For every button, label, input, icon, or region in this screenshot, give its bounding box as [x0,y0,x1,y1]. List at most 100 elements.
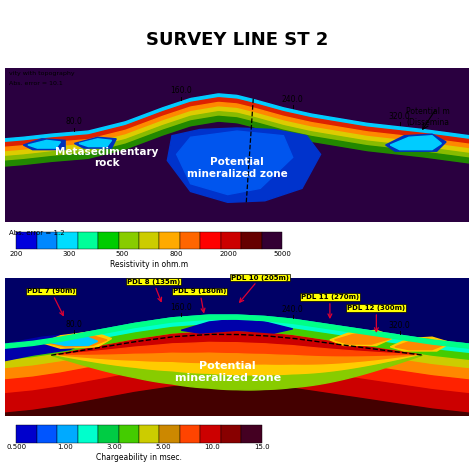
Text: 240.0: 240.0 [282,95,304,104]
Polygon shape [5,315,469,348]
Text: PDL 12 (300m): PDL 12 (300m) [347,305,405,332]
Polygon shape [5,102,469,152]
Bar [37,425,57,443]
Text: 300: 300 [63,251,76,257]
Polygon shape [23,139,65,150]
Polygon shape [167,128,320,202]
Polygon shape [5,98,469,147]
Bar [78,425,98,443]
Polygon shape [386,134,446,151]
Polygon shape [51,336,98,346]
Text: SURVEY LINE ST 2: SURVEY LINE ST 2 [146,31,328,49]
Polygon shape [330,330,395,346]
Text: 2000: 2000 [220,251,238,257]
Polygon shape [335,332,390,344]
Polygon shape [5,67,469,222]
Polygon shape [390,337,451,351]
Bar [159,232,180,249]
Bar [118,425,139,443]
Text: 160.0: 160.0 [170,86,192,95]
Text: 0.500: 0.500 [6,445,27,450]
Polygon shape [28,140,61,148]
Polygon shape [5,94,469,143]
Polygon shape [42,332,111,348]
Bar [221,425,241,443]
Polygon shape [5,315,469,416]
Bar [221,232,241,249]
Text: Resistivity in ohm.m: Resistivity in ohm.m [110,260,188,269]
Polygon shape [74,137,116,148]
Text: PDL 10 (205m): PDL 10 (205m) [231,274,289,302]
Bar [57,232,78,249]
Polygon shape [5,107,469,156]
Text: PDL 9 (180m): PDL 9 (180m) [173,288,227,312]
Polygon shape [5,384,469,416]
Text: Chargeability in msec.: Chargeability in msec. [96,453,182,462]
Bar [37,232,57,249]
Text: Metasedimentary
rock: Metasedimentary rock [55,146,159,168]
Polygon shape [5,319,469,354]
Text: 80.0: 80.0 [66,117,83,126]
Bar [201,232,221,249]
Polygon shape [5,340,469,380]
Polygon shape [177,131,293,195]
Bar [159,425,180,443]
Text: PDL 8 (135m): PDL 8 (135m) [127,279,180,301]
Polygon shape [390,136,441,150]
Bar [201,425,221,443]
Bar [16,232,37,249]
Bar [98,425,118,443]
Bar [262,232,282,249]
Text: 320.0: 320.0 [389,112,410,121]
Polygon shape [5,112,469,161]
Polygon shape [5,351,469,394]
Text: 160.0: 160.0 [170,302,192,311]
Text: 500: 500 [116,251,129,257]
Polygon shape [51,332,423,355]
Polygon shape [181,319,293,333]
Text: Abs. error = 10.1: Abs. error = 10.1 [9,82,63,86]
Polygon shape [5,117,469,167]
Text: PDL 11 (270m): PDL 11 (270m) [301,294,359,318]
Bar [78,232,98,249]
Bar [139,232,159,249]
Text: Potential
mineralized zone: Potential mineralized zone [187,157,287,179]
Text: Potential
mineralized zone: Potential mineralized zone [174,361,281,383]
Text: 3.00: 3.00 [107,445,122,450]
Text: 240.0: 240.0 [282,305,304,314]
Polygon shape [5,94,469,222]
Polygon shape [5,123,469,222]
Text: 80.0: 80.0 [66,320,83,329]
Text: 5000: 5000 [273,251,291,257]
Bar [241,232,262,249]
Text: 10.0: 10.0 [205,445,220,450]
Text: 1.00: 1.00 [57,445,73,450]
Bar [57,425,78,443]
Polygon shape [5,315,469,348]
Polygon shape [5,278,469,416]
Polygon shape [51,355,423,376]
Polygon shape [5,365,469,413]
Text: 15.0: 15.0 [254,445,269,450]
Bar [241,425,262,443]
Text: PDL 7 (90m): PDL 7 (90m) [27,288,75,316]
Text: Potential m
(Dissemina: Potential m (Dissemina [406,108,449,127]
Bar [139,425,159,443]
Text: 200: 200 [9,251,23,257]
Text: (a): (a) [447,208,460,219]
Polygon shape [395,338,446,350]
Polygon shape [79,139,111,146]
Bar [180,232,201,249]
Polygon shape [5,332,469,369]
Polygon shape [5,335,88,361]
Polygon shape [46,335,107,347]
Polygon shape [51,342,423,357]
Text: vity with topography: vity with topography [9,71,75,76]
Bar [180,425,201,443]
Text: Abs. error = 1.2: Abs. error = 1.2 [9,230,65,236]
Polygon shape [5,325,469,361]
Bar [16,425,37,443]
Text: 320.0: 320.0 [389,320,410,329]
Polygon shape [51,353,423,365]
Text: 5.00: 5.00 [155,445,171,450]
